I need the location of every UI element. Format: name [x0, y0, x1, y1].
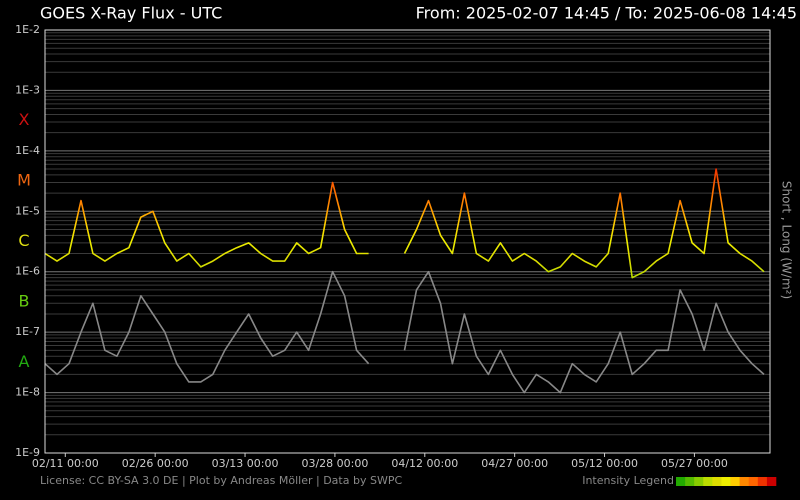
- legend-swatch: [766, 477, 777, 486]
- class-label: B: [19, 291, 30, 310]
- y-axis-label: Short , Long (W/m²): [780, 181, 794, 299]
- x-tick-label: 04/27 00:00: [481, 457, 548, 470]
- class-label: M: [17, 171, 31, 190]
- legend-swatch: [757, 477, 768, 486]
- x-tick-label: 05/27 00:00: [661, 457, 728, 470]
- x-tick-label: 03/28 00:00: [301, 457, 368, 470]
- chart-title: GOES X-Ray Flux - UTC: [40, 4, 222, 23]
- class-label: X: [19, 110, 30, 129]
- chart-subtitle: From: 2025-02-07 14:45 / To: 2025-06-08 …: [416, 4, 797, 23]
- legend-swatch: [730, 477, 740, 486]
- legend-swatch: [703, 477, 713, 486]
- x-tick-label: 04/12 00:00: [391, 457, 458, 470]
- legend-label: Intensity Legend: [582, 474, 674, 487]
- y-tick-label: 1E-9: [15, 446, 40, 459]
- legend-swatch: [694, 477, 704, 486]
- legend-swatch: [685, 477, 695, 486]
- legend-swatch: [739, 477, 750, 486]
- footer: License: CC BY-SA 3.0 DE | Plot by Andre…: [40, 474, 402, 487]
- y-tick-label: 1E-3: [15, 83, 40, 96]
- legend-swatch: [676, 477, 686, 486]
- class-label: A: [19, 352, 30, 371]
- plot-frame: [44, 29, 771, 454]
- y-tick-label: 1E-6: [15, 265, 40, 278]
- x-tick-label: 05/12 00:00: [571, 457, 638, 470]
- y-tick-label: 1E-5: [15, 204, 40, 217]
- x-tick-label: 02/26 00:00: [122, 457, 189, 470]
- y-tick-label: 1E-7: [15, 325, 40, 338]
- y-tick-label: 1E-4: [15, 144, 40, 157]
- y-tick-label: 1E-8: [15, 386, 40, 399]
- x-tick-label: 02/11 00:00: [32, 457, 99, 470]
- legend-swatch: [721, 477, 731, 486]
- y-tick-label: 1E-2: [15, 23, 40, 36]
- legend-swatch: [712, 477, 722, 486]
- series-line: [44, 168, 765, 279]
- class-label: C: [18, 231, 29, 250]
- x-tick-label: 03/13 00:00: [212, 457, 279, 470]
- legend-swatch: [748, 477, 759, 486]
- series-line: [44, 270, 765, 394]
